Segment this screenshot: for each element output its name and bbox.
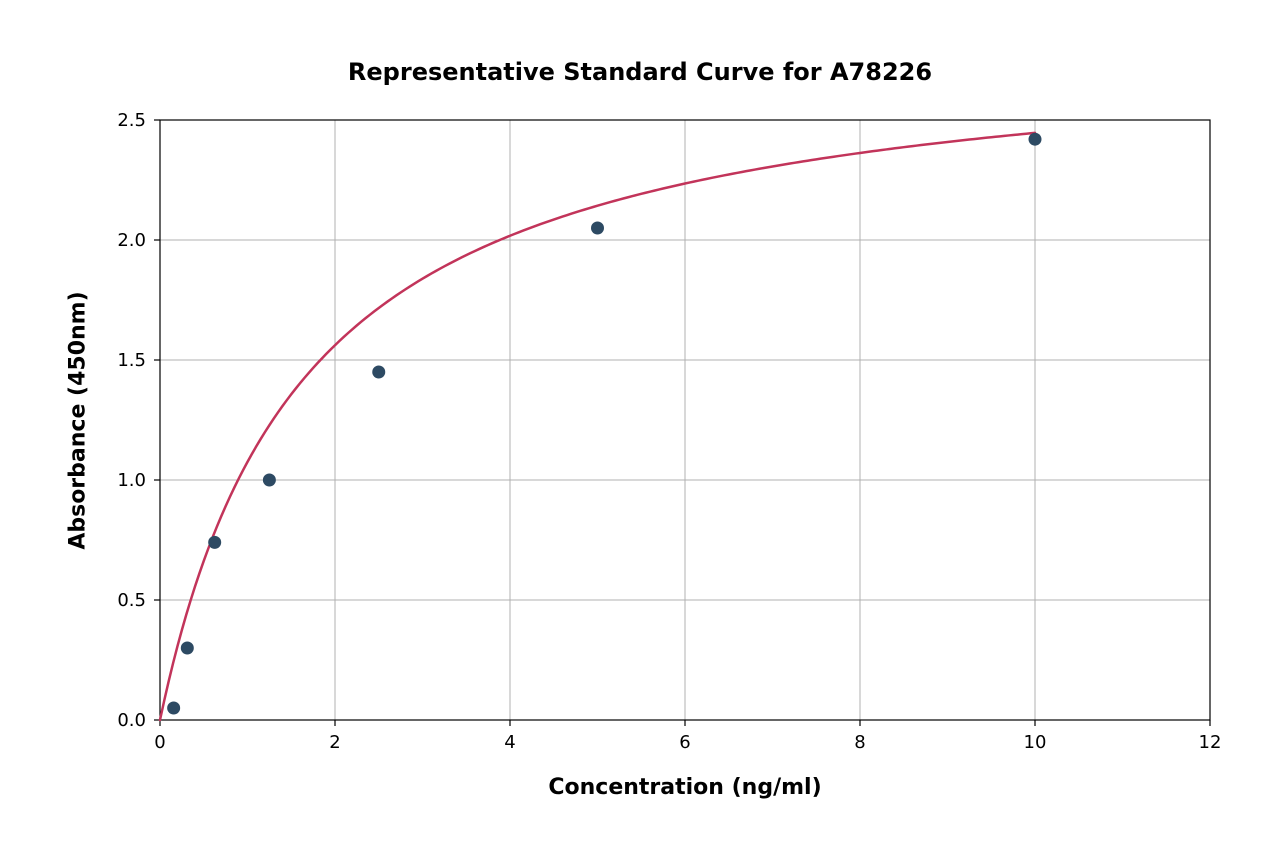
- data-point: [372, 366, 385, 379]
- data-point: [263, 474, 276, 487]
- x-tick-label: 8: [854, 732, 865, 753]
- data-point: [591, 222, 604, 235]
- data-point: [181, 642, 194, 655]
- x-tick-label: 6: [679, 732, 690, 753]
- chart-container: Representative Standard Curve for A78226…: [0, 0, 1280, 845]
- x-tick-label: 4: [504, 732, 515, 753]
- chart-svg: 0 2 4 6 8 10 12 0.0 0.5 1.0 1.5 2.0 2.5: [0, 0, 1280, 845]
- data-point: [208, 536, 221, 549]
- x-tick-label: 2: [329, 732, 340, 753]
- y-tick-label: 0.0: [117, 710, 146, 731]
- y-tick-label: 2.0: [117, 230, 146, 251]
- y-tick-label: 1.5: [117, 350, 146, 371]
- y-tick-label: 0.5: [117, 590, 146, 611]
- x-tick-label: 0: [154, 732, 165, 753]
- y-tick-label: 1.0: [117, 470, 146, 491]
- y-tick-label: 2.5: [117, 110, 146, 131]
- data-point: [167, 702, 180, 715]
- x-tick-label: 10: [1024, 732, 1047, 753]
- data-point: [1029, 133, 1042, 146]
- x-tick-label: 12: [1199, 732, 1222, 753]
